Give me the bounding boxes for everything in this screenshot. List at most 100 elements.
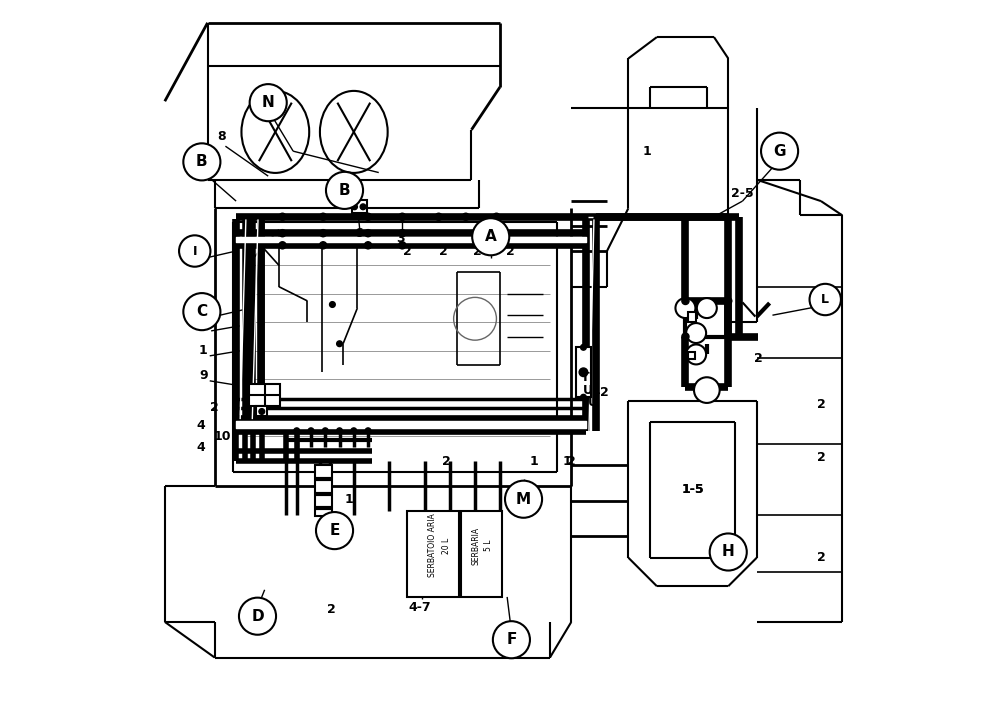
Circle shape [462, 213, 469, 221]
Text: 2: 2 [327, 603, 336, 616]
Circle shape [686, 323, 706, 343]
Text: 2: 2 [817, 451, 825, 465]
Circle shape [360, 204, 366, 210]
Text: 2: 2 [817, 551, 825, 564]
Text: B: B [339, 183, 350, 198]
Bar [576, 347, 591, 397]
Circle shape [725, 297, 732, 304]
Text: T: T [581, 372, 590, 384]
Circle shape [259, 409, 265, 415]
Text: N: N [262, 95, 275, 110]
Text: 8: 8 [218, 130, 226, 143]
Circle shape [399, 230, 406, 237]
Text: 4: 4 [196, 420, 205, 432]
Text: 2: 2 [473, 245, 482, 258]
Circle shape [183, 293, 220, 330]
Circle shape [320, 213, 327, 221]
Bar [249, 384, 280, 407]
Bar [352, 200, 367, 213]
Circle shape [472, 218, 509, 256]
Text: D: D [251, 609, 264, 624]
Bar [256, 407, 267, 417]
Circle shape [294, 428, 300, 434]
Text: 2: 2 [506, 245, 515, 258]
Circle shape [686, 344, 706, 364]
Text: 3: 3 [396, 233, 404, 246]
Text: SERBARIA: SERBARIA [472, 526, 481, 565]
Bar [688, 311, 696, 322]
Text: 9: 9 [199, 369, 208, 382]
Circle shape [505, 480, 542, 518]
Circle shape [493, 621, 530, 658]
Text: 1: 1 [735, 553, 744, 566]
Circle shape [179, 236, 210, 266]
Text: C: C [196, 304, 207, 319]
Text: 2: 2 [817, 398, 825, 411]
Text: U: U [588, 397, 598, 410]
Circle shape [352, 204, 357, 210]
Circle shape [279, 213, 286, 221]
Circle shape [250, 84, 287, 121]
Circle shape [581, 395, 586, 400]
Text: 2: 2 [442, 455, 451, 468]
Text: 2: 2 [754, 352, 763, 364]
Circle shape [694, 377, 720, 403]
Text: 1: 1 [530, 455, 539, 468]
Circle shape [493, 213, 500, 221]
Circle shape [337, 428, 342, 434]
Circle shape [682, 297, 689, 304]
Text: 6: 6 [354, 227, 363, 240]
Text: 5 L: 5 L [484, 540, 493, 551]
Text: 1-5: 1-5 [681, 483, 704, 496]
Bar [407, 511, 459, 597]
Circle shape [399, 242, 406, 249]
Text: 10: 10 [213, 430, 231, 443]
Text: M: M [516, 492, 531, 507]
Text: 2: 2 [600, 386, 609, 399]
Circle shape [308, 428, 314, 434]
Circle shape [364, 213, 372, 221]
Text: SERBATOIO ARIA: SERBATOIO ARIA [428, 513, 437, 577]
Text: 4-7: 4-7 [189, 317, 212, 330]
Bar [688, 352, 695, 359]
Circle shape [239, 598, 276, 634]
Text: 2: 2 [567, 455, 576, 468]
Text: I: I [192, 245, 197, 258]
Text: 1: 1 [563, 455, 571, 468]
Text: 1: 1 [344, 493, 353, 505]
Text: 2: 2 [439, 245, 447, 258]
Circle shape [682, 333, 689, 340]
Circle shape [337, 341, 342, 347]
Circle shape [320, 242, 327, 249]
Circle shape [675, 298, 695, 318]
Text: 2: 2 [210, 402, 219, 415]
Circle shape [365, 428, 371, 434]
Circle shape [316, 512, 353, 549]
Text: 2: 2 [403, 245, 412, 258]
Circle shape [761, 132, 798, 170]
Text: 4-7: 4-7 [409, 601, 431, 614]
Circle shape [330, 301, 335, 307]
Circle shape [364, 242, 372, 249]
Circle shape [183, 143, 220, 180]
Circle shape [581, 344, 586, 350]
Text: B: B [196, 155, 208, 170]
Circle shape [697, 298, 717, 318]
Circle shape [810, 284, 841, 315]
Text: 20 L: 20 L [442, 538, 451, 553]
Bar [461, 511, 502, 597]
Circle shape [364, 230, 372, 237]
Text: 2-5: 2-5 [731, 188, 754, 200]
Text: G: G [773, 144, 786, 159]
Circle shape [435, 213, 442, 221]
Bar [315, 465, 332, 516]
Circle shape [399, 213, 406, 221]
Text: 1: 1 [199, 344, 208, 357]
Circle shape [279, 230, 286, 237]
Circle shape [326, 172, 363, 209]
Circle shape [320, 230, 327, 237]
Circle shape [579, 368, 588, 377]
Text: H: H [722, 544, 735, 559]
Circle shape [279, 242, 286, 249]
Text: E: E [329, 523, 340, 538]
